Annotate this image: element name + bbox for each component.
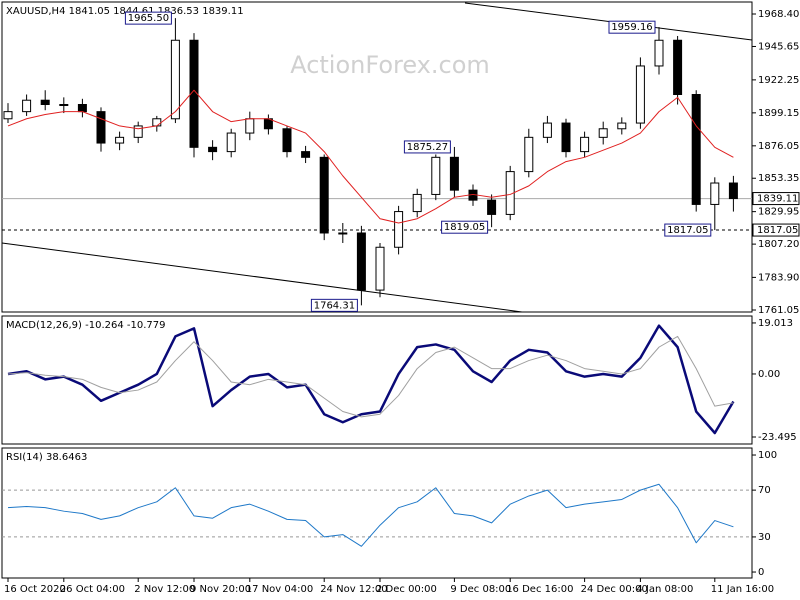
candle-body bbox=[561, 122, 571, 153]
candle-body bbox=[301, 151, 311, 158]
y-tick-label: 100 bbox=[758, 450, 777, 461]
candle-body bbox=[22, 99, 32, 113]
y-tick-label: 1876.05 bbox=[758, 141, 799, 152]
y-tick-label: 0 bbox=[758, 567, 764, 578]
candle-body bbox=[282, 128, 292, 153]
series-line bbox=[7, 335, 734, 418]
candle-body bbox=[40, 99, 50, 106]
candle-body bbox=[487, 199, 497, 215]
price-label: 1817.05 bbox=[757, 225, 798, 236]
x-tick-label: 9 Dec 08:00 bbox=[450, 584, 511, 595]
y-tick-label: 19.013 bbox=[758, 318, 793, 329]
candle-body bbox=[245, 118, 255, 134]
x-tick-label: 2 Dec 00:00 bbox=[376, 584, 437, 595]
y-tick-label: 1968.40 bbox=[758, 9, 799, 20]
annotation-box bbox=[608, 20, 656, 34]
candle-body bbox=[635, 65, 645, 124]
candle-body bbox=[728, 182, 738, 200]
y-tick-label: 0.00 bbox=[758, 369, 780, 380]
series-line bbox=[7, 324, 735, 435]
annotation-box bbox=[124, 11, 172, 25]
y-tick-label: 70 bbox=[758, 485, 771, 496]
y-tick-label: 1899.15 bbox=[758, 108, 799, 119]
candle-body bbox=[691, 94, 701, 205]
panel-frame bbox=[1, 315, 753, 445]
candle-body bbox=[524, 136, 534, 173]
candle-body bbox=[208, 146, 218, 153]
x-tick-label: 4 Jan 08:00 bbox=[636, 584, 693, 595]
price-label: 1839.11 bbox=[757, 194, 798, 205]
x-tick-label: 2 Nov 12:00 bbox=[134, 584, 195, 595]
candle-body bbox=[189, 39, 199, 148]
panel-frame bbox=[1, 1, 753, 313]
watermark: ActionForex.com bbox=[290, 51, 490, 79]
candle-body bbox=[152, 118, 162, 127]
x-tick-label: 16 Oct 2020 bbox=[4, 584, 66, 595]
candle-body bbox=[77, 104, 87, 113]
annotation-label: 1819.05 bbox=[444, 222, 485, 233]
y-tick-label: 1922.25 bbox=[758, 75, 799, 86]
x-tick-label: 16 Dec 16:00 bbox=[506, 584, 573, 595]
annotation-label: 1817.05 bbox=[667, 225, 708, 236]
candle-body bbox=[449, 156, 459, 191]
y-tick-label: 30 bbox=[758, 532, 771, 543]
y-tick-label: 1807.20 bbox=[758, 239, 799, 250]
candle-body bbox=[580, 136, 590, 153]
annotation-box bbox=[441, 220, 489, 234]
candle-body bbox=[115, 136, 125, 144]
candle-body bbox=[542, 122, 552, 138]
candle-body bbox=[133, 125, 143, 138]
series-line bbox=[7, 89, 734, 224]
annotation-label: 1875.27 bbox=[407, 142, 448, 153]
annotation-box bbox=[403, 140, 451, 154]
y-tick-label: 1853.35 bbox=[758, 173, 799, 184]
panel-title: MACD(12,26,9) -10.264 -10.779 bbox=[6, 320, 166, 331]
candle-body bbox=[226, 132, 236, 153]
candle-body bbox=[617, 122, 627, 130]
y-tick-label: 1783.90 bbox=[758, 272, 799, 283]
panel-title: XAUUSD,H4 1841.05 1844.61 1836.53 1839.1… bbox=[6, 6, 244, 17]
x-tick-label: 17 Nov 04:00 bbox=[246, 584, 313, 595]
y-tick-label: 1761.05 bbox=[758, 305, 799, 316]
x-tick-label: 11 Jan 16:00 bbox=[711, 584, 774, 595]
candle-body bbox=[654, 39, 664, 67]
price-label-box bbox=[752, 223, 800, 237]
candle-body bbox=[356, 232, 366, 291]
x-tick-label: 24 Dec 00:00 bbox=[581, 584, 648, 595]
y-tick-label: 1945.65 bbox=[758, 41, 799, 52]
candle-body bbox=[170, 39, 180, 120]
candle-body bbox=[375, 246, 385, 291]
candle-body bbox=[673, 39, 683, 96]
candle-body bbox=[96, 111, 106, 144]
panel-frame bbox=[1, 447, 753, 579]
series-line bbox=[7, 483, 734, 547]
x-tick-label: 24 Nov 12:00 bbox=[320, 584, 387, 595]
annotation-label: 1764.31 bbox=[314, 300, 355, 311]
x-tick-label: 26 Oct 04:00 bbox=[60, 584, 125, 595]
candle-body bbox=[431, 156, 441, 195]
candle-body bbox=[598, 128, 608, 138]
candle-body bbox=[710, 182, 720, 205]
candle-body bbox=[3, 111, 13, 120]
candle-body bbox=[59, 104, 69, 107]
y-tick-label: 1829.95 bbox=[758, 207, 799, 218]
y-tick-label: -23.495 bbox=[758, 432, 797, 443]
panel-title: RSI(14) 38.6463 bbox=[6, 452, 87, 463]
candle-body bbox=[412, 193, 422, 213]
price-label-box bbox=[752, 192, 800, 206]
candle-body bbox=[394, 211, 404, 248]
candle-body bbox=[319, 156, 329, 234]
candle-body bbox=[338, 232, 348, 235]
annotation-label: 1965.50 bbox=[128, 13, 169, 24]
annotation-box bbox=[664, 223, 712, 237]
trend-line bbox=[1, 242, 523, 313]
x-tick-label: 9 Nov 20:00 bbox=[190, 584, 251, 595]
annotation-box bbox=[310, 298, 358, 312]
annotation-label: 1959.16 bbox=[611, 22, 652, 33]
